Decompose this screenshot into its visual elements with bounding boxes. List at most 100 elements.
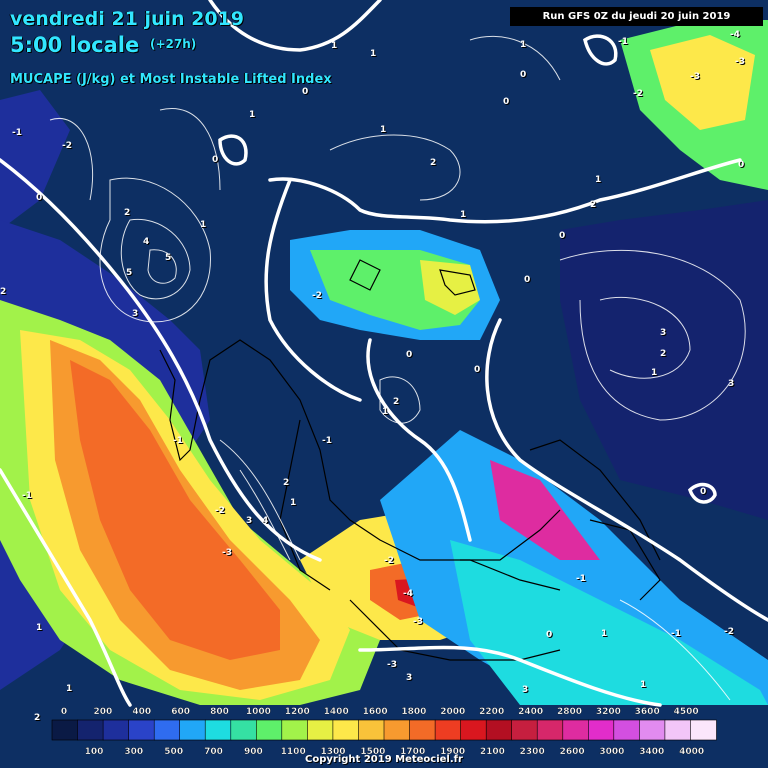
legend-top-tick: 0 [61, 707, 67, 717]
isoline-label: 2 [0, 287, 7, 297]
isoline-label: 2 [430, 158, 437, 168]
isoline-label: 0 [302, 87, 309, 97]
legend-bottom-tick: 100 [85, 747, 104, 757]
legend-top-tick: 2400 [518, 707, 543, 717]
isoline-label: 0 [559, 231, 566, 241]
isoline-label: 1 [595, 175, 602, 185]
legend-swatch [460, 719, 487, 741]
isoline-label: -2 [312, 291, 322, 301]
isoline-label: -2 [633, 89, 643, 99]
isoline-label: 5 [126, 268, 133, 278]
isoline-label: 3 [132, 309, 139, 319]
model-run-label: Run GFS 0Z du jeudi 20 juin 2019 [510, 7, 763, 26]
legend-swatch [307, 719, 334, 741]
isoline-label: 1 [520, 40, 527, 50]
legend-top-tick: 1600 [363, 707, 388, 717]
legend-top-tick: 2000 [440, 707, 465, 717]
legend-bottom-tick: 4000 [679, 747, 704, 757]
legend-swatch [179, 719, 206, 741]
isoline-label: -4 [730, 30, 740, 40]
cape-area-east-dark [560, 200, 768, 520]
legend-swatch [536, 719, 564, 741]
legend-swatch [664, 719, 692, 741]
legend-bottom-tick: 500 [164, 747, 183, 757]
isoline-label: 0 [738, 160, 745, 170]
legend-bottom-tick: 3000 [599, 747, 624, 757]
copyright-notice: Copyright 2019 Meteociel.fr [305, 754, 463, 765]
isoline-label: 2 [590, 200, 597, 210]
legend-top-tick: 600 [171, 707, 190, 717]
isoline-label: 1 [290, 498, 297, 508]
legend-top-tick: 2200 [479, 707, 504, 717]
legend-swatch [690, 719, 717, 741]
legend-swatch [639, 719, 666, 741]
cape-area-west-low [0, 90, 70, 230]
legend-swatch [51, 719, 79, 741]
isoline-label: 0 [212, 155, 219, 165]
isoline-label: 2 [283, 478, 290, 488]
legend-swatch [511, 719, 539, 741]
legend-bottom-tick: 1300 [320, 747, 345, 757]
isoline-label: 3 [246, 516, 253, 526]
legend-swatch [485, 719, 513, 741]
legend-top-tick: 1200 [285, 707, 310, 717]
isoline-label: -3 [387, 660, 397, 670]
legend-swatch [255, 719, 283, 741]
legend-swatch [128, 719, 155, 741]
isoline-label: 0 [520, 70, 527, 80]
isoline-label: -1 [173, 436, 183, 446]
isoline-label: 1 [370, 49, 377, 59]
legend-swatch [613, 719, 641, 741]
legend-bottom-tick: 700 [204, 747, 223, 757]
legend-top-tick: 1400 [324, 707, 349, 717]
isoline-label: 2 [393, 397, 400, 407]
legend-bottom-tick: 1100 [281, 747, 306, 757]
isoline-label: -2 [62, 141, 72, 151]
isoline-label: -1 [618, 37, 628, 47]
isoline-label: 2 [34, 713, 41, 723]
zero-lifted-index-contours [0, 0, 768, 707]
cape-area-southwest-red [70, 360, 280, 660]
legend-top-tick: 1800 [401, 707, 426, 717]
isoline-label: 1 [651, 368, 658, 378]
forecast-date: vendredi 21 juin 2019 [10, 8, 245, 30]
color-scale-legend: 0 200 400 600 800 1000 1200 1400 1600 1800 2000 220… [51, 707, 717, 757]
isoline-label: 4 [262, 516, 269, 526]
isoline-label: 0 [700, 487, 707, 497]
cape-area-southeast-magenta [490, 460, 600, 560]
legend-swatch [77, 719, 104, 741]
legend-swatch [102, 719, 130, 741]
isoline-label: -2 [384, 556, 394, 566]
isoline-label: -3 [735, 57, 745, 67]
isoline-label: 1 [460, 210, 467, 220]
isoline-label: -2 [724, 627, 734, 637]
isoline-label: 2 [124, 208, 131, 218]
isoline-label: 3 [728, 379, 735, 389]
isoline-label: -1 [22, 491, 32, 501]
isoline-label: 1 [66, 684, 73, 694]
isoline-label: 0 [36, 193, 43, 203]
isoline-label: 2 [660, 349, 667, 359]
legend-swatch [153, 719, 181, 741]
lifted-index-contours [49, 35, 746, 701]
isoline-label: 1 [249, 110, 256, 120]
isoline-label: 0 [406, 350, 413, 360]
isoline-label: 1 [200, 220, 207, 230]
isoline-label: 1 [382, 407, 389, 417]
forecast-lead-time: (+27h) [150, 37, 197, 51]
legend-bottom-tick: 2300 [520, 747, 545, 757]
forecast-time: 5:00 locale [10, 33, 140, 57]
isoline-label: 1 [331, 41, 338, 51]
isoline-label: -3 [222, 548, 232, 558]
isoline-label: 3 [660, 328, 667, 338]
isoline-label: -1 [12, 128, 22, 138]
isoline-label: -1 [576, 574, 586, 584]
isoline-label: -1 [671, 629, 681, 639]
cape-area-northeast-yellow [650, 35, 755, 130]
legend-bottom-tick: 2100 [480, 747, 505, 757]
isoline-label: 1 [601, 629, 608, 639]
isoline-label: 0 [474, 365, 481, 375]
legend-top-tick: 1000 [246, 707, 271, 717]
